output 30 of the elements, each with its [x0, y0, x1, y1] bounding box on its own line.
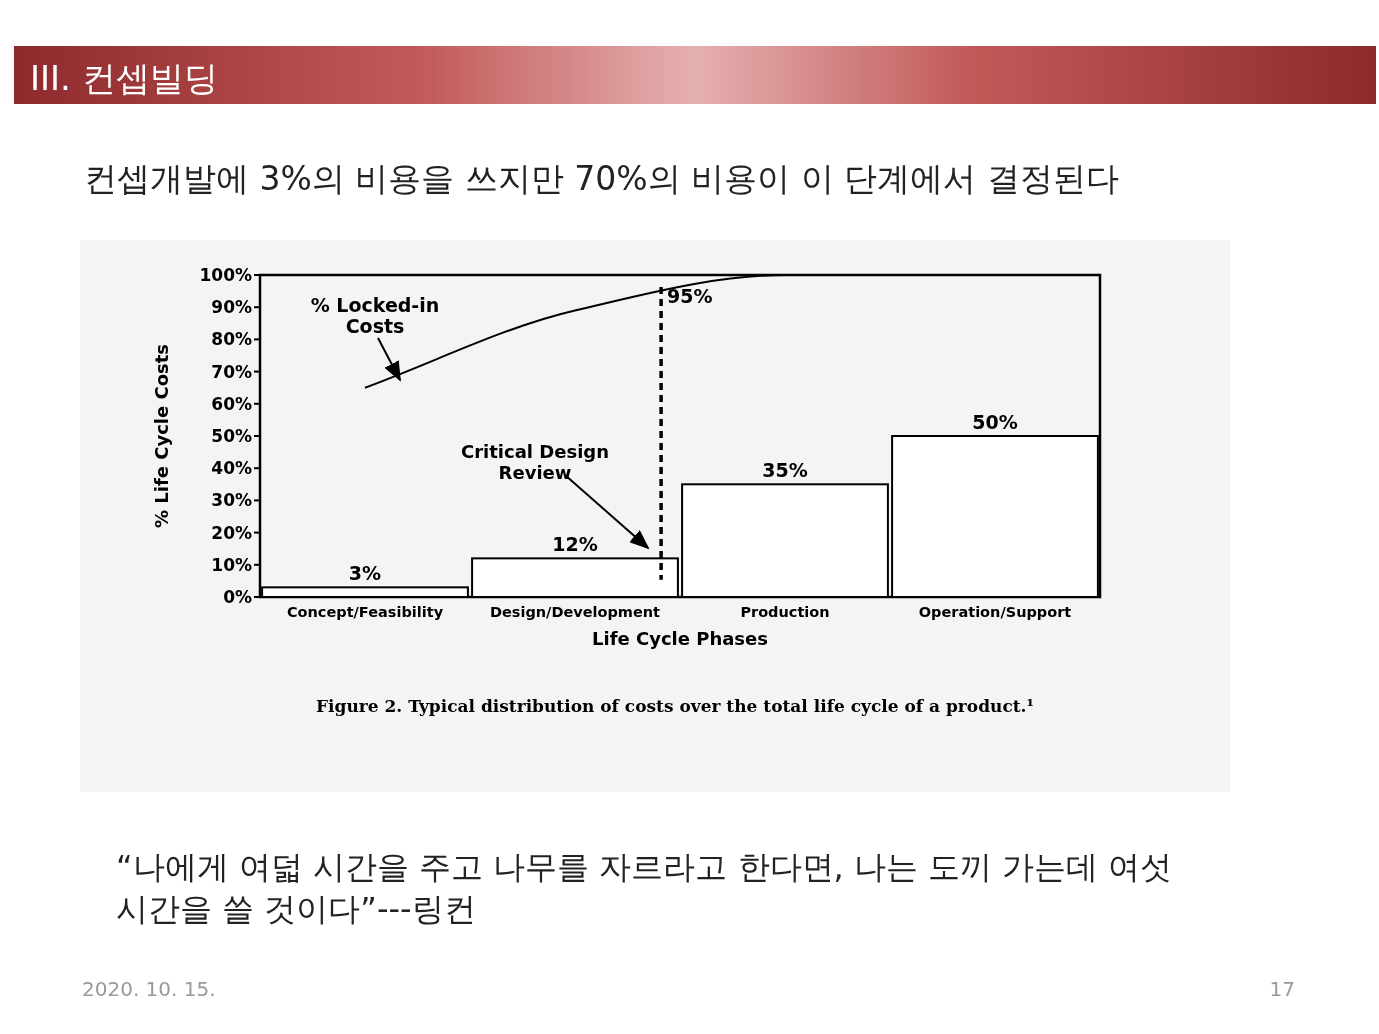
y-tick-label: 100% [199, 265, 252, 285]
y-tick-label: 20% [211, 522, 252, 543]
caption: Figure 2. Typical distribution of costs over the total life cycle of a product.¹ [316, 696, 1034, 716]
text: 2020. 10. 15. [82, 977, 216, 1001]
x-tick-label: Operation/Support [918, 604, 1072, 620]
data-label: 50% [972, 411, 1018, 433]
y-tick-label: 40% [211, 458, 252, 479]
annotation: Critical Design Review [460, 441, 610, 483]
series-label: % Locked-in Costs [310, 294, 440, 337]
x-tick-label: Design/Development [489, 604, 661, 620]
data-label: 12% [552, 533, 598, 556]
data-label: 3% [348, 562, 382, 585]
y-tick-label: 80% [211, 329, 252, 350]
y-tick-label: 50% [211, 426, 252, 446]
y-tick-label: 60% [211, 393, 252, 414]
x-axis-title: Life Cycle Phases [592, 628, 768, 649]
y-tick-label: 30% [211, 490, 252, 511]
chart-subtitle: 컨셉개발에 3%의 비용을 쓰지만 70%의 비용이 이 단계에서 결정된다 [84, 159, 1119, 198]
y-tick-label: 90% [211, 297, 252, 318]
y-tick-label: 70% [211, 361, 252, 382]
text: 17 [1269, 977, 1295, 1001]
y-tick-label: 0% [223, 587, 252, 607]
y-axis-title: % Life Cycle Costs [151, 343, 172, 529]
annotation: 95% [667, 285, 713, 307]
chart-title: III. 컨셉빌딩 [30, 58, 218, 98]
text: “나에게 여덟 시간을 주고 나무를 자르라고 한다면, 나는 도끼 가는데 여섯 시간을 쓸 것이다”---링컨 [116, 848, 1173, 928]
y-tick-label: 10% [211, 554, 252, 575]
x-tick-label: Production [740, 604, 830, 620]
data-label: 35% [762, 459, 808, 482]
x-tick-label: Concept/Feasibility [286, 604, 444, 620]
